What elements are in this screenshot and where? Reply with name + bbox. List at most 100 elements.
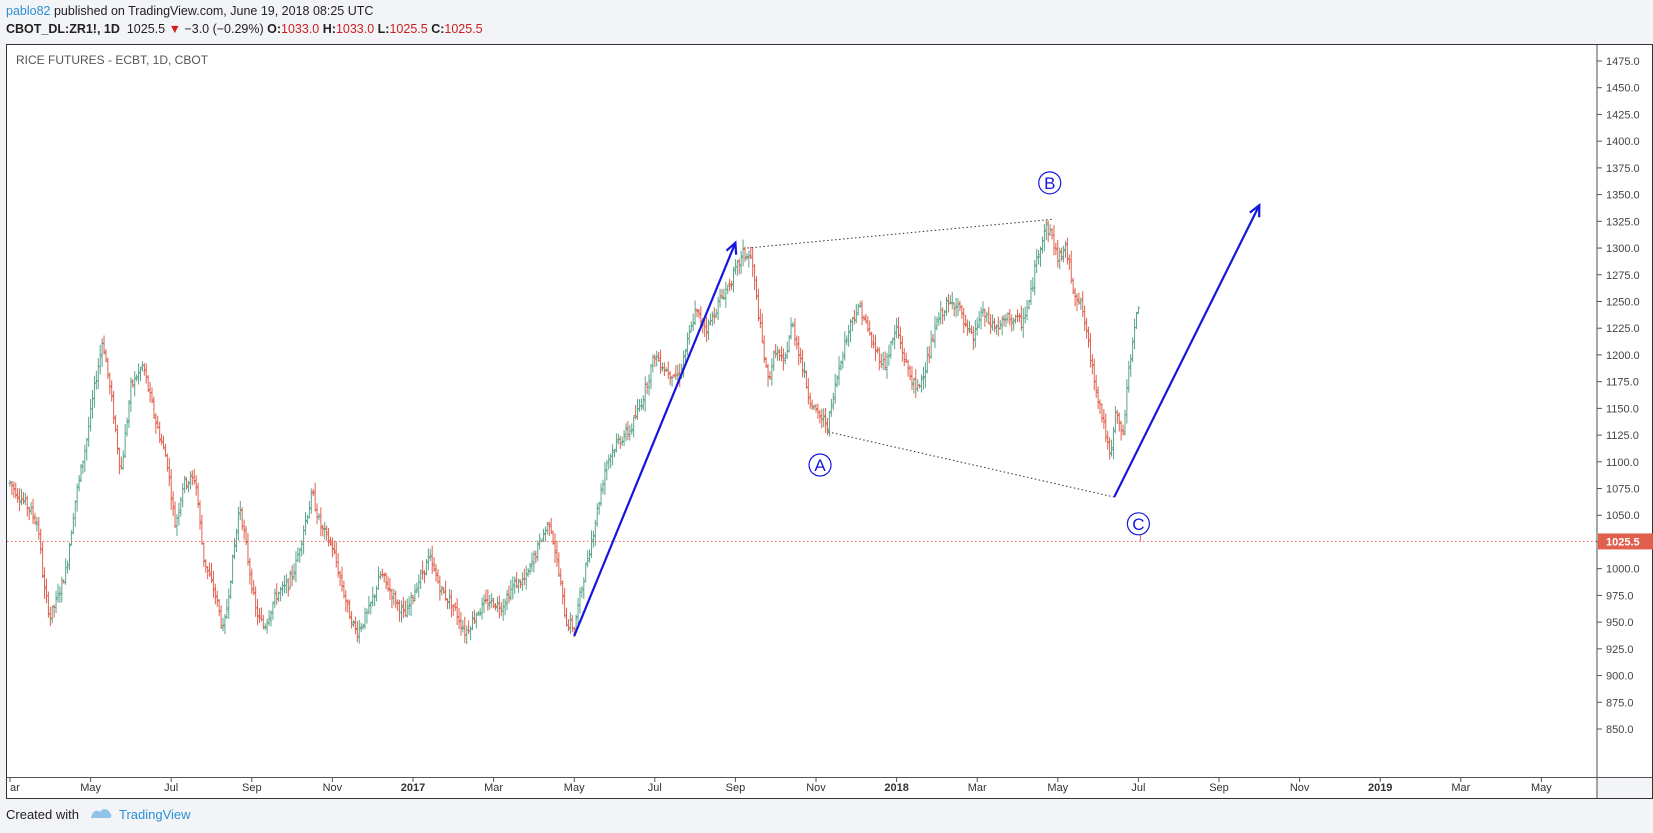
ohlc-bar xyxy=(401,596,405,619)
ohlc-bar xyxy=(580,586,584,598)
ohlc-bar xyxy=(910,366,914,390)
ohlc-bar xyxy=(933,316,937,349)
ohlc-bar xyxy=(227,588,231,619)
author-link[interactable]: pablo82 xyxy=(6,4,51,18)
ohlc-bar xyxy=(472,609,476,625)
ohlc-bar xyxy=(762,335,766,364)
ohlc-bar xyxy=(98,344,102,375)
ohlc-bar xyxy=(221,617,225,632)
x-tick-label: Nov xyxy=(1290,782,1310,794)
ohlc-bar xyxy=(862,315,866,321)
ohlc-bar xyxy=(1075,293,1079,312)
ohlc-bar xyxy=(561,580,565,605)
ohlc-bar xyxy=(198,500,202,530)
ohlc-bar xyxy=(595,503,599,527)
ohlc-bar xyxy=(720,288,724,299)
ohlc-bar xyxy=(359,622,363,633)
ohlc-bar xyxy=(835,375,839,388)
plot-area[interactable] xyxy=(7,44,1596,777)
ohlc-bar xyxy=(824,407,828,434)
ohlc-bar xyxy=(883,351,887,371)
time-axis[interactable] xyxy=(7,777,1596,798)
ohlc-bar xyxy=(497,595,501,619)
ohlc-bars xyxy=(8,220,1141,645)
ohlc-bar xyxy=(705,316,709,343)
ohlc-bar xyxy=(242,519,246,540)
ohlc-bar xyxy=(1127,360,1131,393)
quote-line: CBOT_DL:ZR1!, 1D 1025.5 ▼ −3.0 (−0.29%) … xyxy=(6,21,483,38)
ohlc-bar xyxy=(1096,386,1100,410)
ohlc-bar xyxy=(973,319,977,348)
ohlc-bar xyxy=(630,423,634,435)
ohlc-bar xyxy=(599,483,603,507)
ohlc-bar xyxy=(687,324,691,345)
ohlc-bar xyxy=(194,475,198,496)
wave-label-text: C xyxy=(1132,515,1144,534)
ohlc-bar xyxy=(482,594,486,614)
ohlc-bar xyxy=(950,291,954,310)
y-tick-label: 1075.0 xyxy=(1606,484,1640,496)
ohlc-bar xyxy=(154,413,158,434)
y-axis-ticks: 1475.0 1450.0 1425.0 1400.0 1375.0 1350.0 1325… xyxy=(1597,56,1640,736)
ohlc-bar xyxy=(284,574,288,594)
symbol-label: CBOT_DL:ZR1!, 1D xyxy=(6,22,120,36)
ohlc-bar xyxy=(716,296,720,321)
ohlc-bar xyxy=(112,390,116,424)
ohlc-bar xyxy=(162,435,166,450)
ohlc-bar xyxy=(488,594,492,610)
ohlc-bar xyxy=(361,623,365,630)
ohlc-bar xyxy=(279,586,283,602)
ohlc-bar xyxy=(607,454,611,470)
x-tick-label: Jul xyxy=(1131,782,1145,794)
tradingview-link[interactable]: TradingView xyxy=(118,807,191,822)
ohlc-bar xyxy=(300,539,304,557)
ohlc-bar xyxy=(43,567,47,599)
arrow-head xyxy=(725,240,738,255)
ohlc-bar xyxy=(129,377,133,412)
ohlc-bar xyxy=(789,317,793,340)
ohlc-bar xyxy=(647,374,651,396)
ohlc-bar xyxy=(895,317,899,339)
ohlc-bar xyxy=(67,542,71,571)
ohlc-bar xyxy=(16,488,20,503)
ohlc-bar xyxy=(12,481,16,498)
wave-label-circle xyxy=(1126,512,1151,536)
chart-title: RICE FUTURES - ECBT, 1D, CBOT xyxy=(16,53,209,67)
publish-info: pablo82 published on TradingView.com, Ju… xyxy=(6,3,373,20)
x-tick-label: Jul xyxy=(648,782,662,794)
open-label: O: xyxy=(267,22,282,36)
price-chart[interactable]: RICE FUTURES - ECBT, 1D, CBOT 1475.0 1450… xyxy=(0,0,1653,800)
ohlc-bar xyxy=(421,560,425,580)
ohlc-bar xyxy=(183,475,187,494)
ohlc-bar xyxy=(1083,305,1087,331)
ohlc-bar xyxy=(231,554,235,584)
ohlc-bar xyxy=(726,284,730,295)
ohlc-bar xyxy=(288,570,292,590)
ohlc-bar xyxy=(584,562,588,583)
ohlc-bar xyxy=(484,589,488,604)
ohlc-bar xyxy=(622,430,626,447)
ohlc-bar xyxy=(745,253,749,261)
ohlc-bar xyxy=(948,295,952,305)
ohlc-bar xyxy=(411,594,415,605)
ohlc-bar xyxy=(110,380,114,402)
ohlc-bar xyxy=(75,483,79,512)
ohlc-bar xyxy=(77,474,81,492)
ohlc-bar xyxy=(555,540,559,567)
ohlc-bar xyxy=(451,604,455,616)
ohlc-bar xyxy=(912,378,916,394)
last-price-badge xyxy=(1598,533,1653,550)
ohlc-bar xyxy=(966,319,970,336)
ohlc-bar xyxy=(486,589,490,611)
ohlc-bar xyxy=(902,348,906,367)
y-tick-label: 1425.0 xyxy=(1606,109,1640,121)
trend-dotted-line xyxy=(747,218,1054,249)
y-tick-label: 900.0 xyxy=(1606,671,1634,683)
ohlc-bar xyxy=(476,610,480,616)
high-label: H: xyxy=(322,22,336,36)
drawings[interactable]: 1025.5 A B C xyxy=(7,171,1653,637)
price-axis[interactable] xyxy=(1597,44,1653,777)
projection-arrow xyxy=(573,240,738,637)
ohlc-bar xyxy=(163,443,167,457)
ohlc-bar xyxy=(897,316,901,339)
